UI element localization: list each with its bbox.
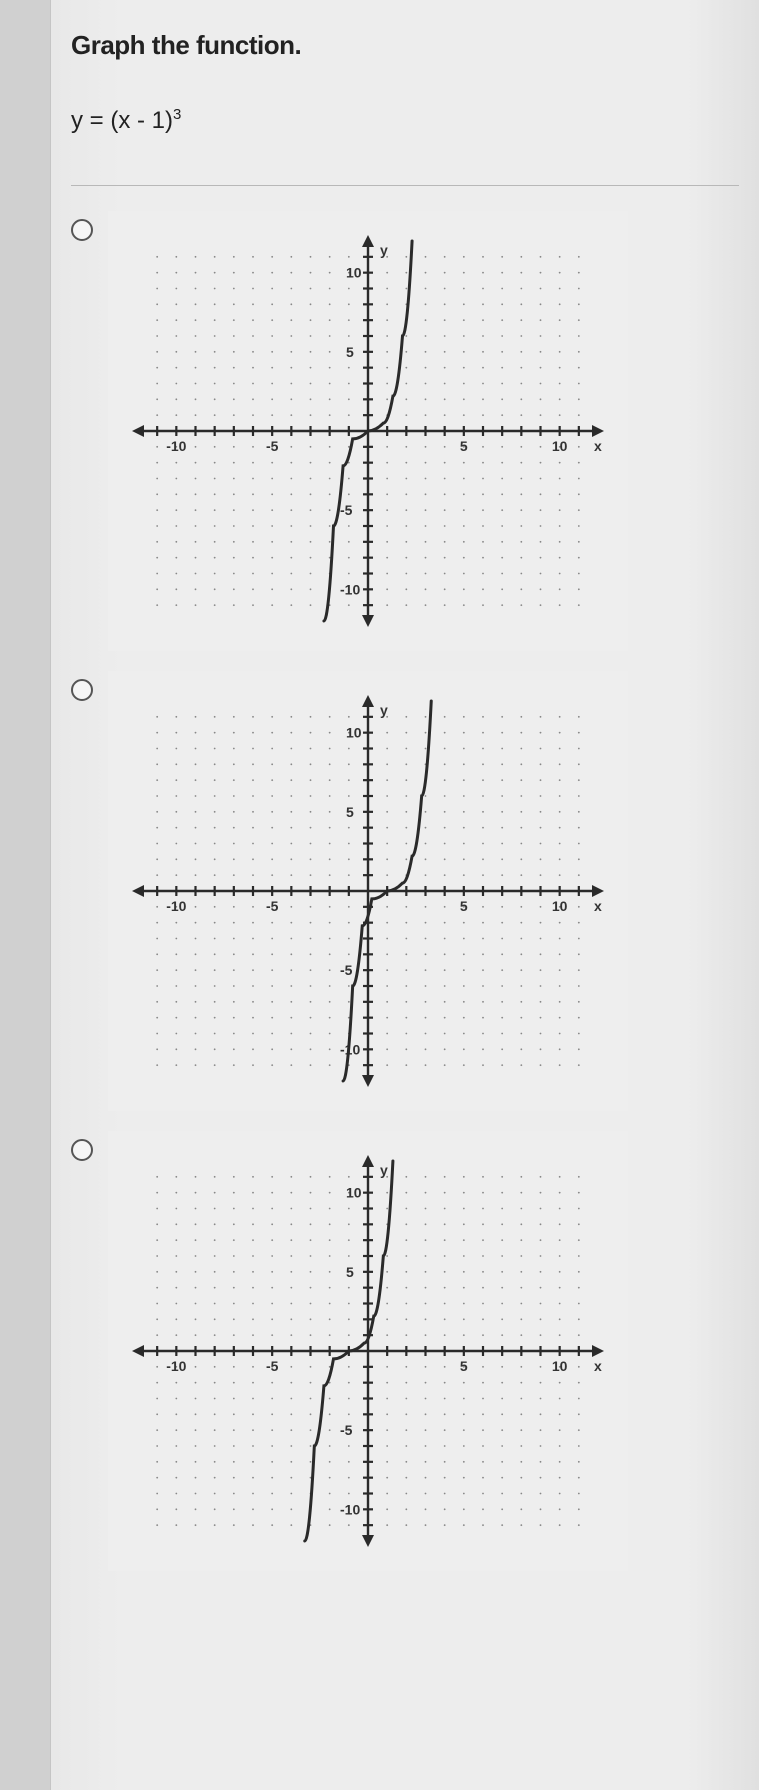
graph-a: -10 -5 5 10 -10 -5 5 10 y x [108,211,628,651]
graph-b: -10-5510-10-5510yx [108,671,628,1111]
svg-text:-10: -10 [340,1501,360,1517]
svg-text:5: 5 [346,344,354,360]
radio-b[interactable] [71,679,93,701]
radio-a[interactable] [71,219,93,241]
equation-exponent: 3 [173,106,181,123]
svg-text:10: 10 [346,265,362,281]
option-c[interactable]: -10 -5 5 10 -10 -5 5 10 y x [71,1131,739,1571]
svg-text:x: x [594,1358,602,1374]
svg-text:10: 10 [552,1358,568,1374]
svg-text:5: 5 [460,898,468,914]
divider [71,185,739,186]
graph-c: -10 -5 5 10 -10 -5 5 10 y x [108,1131,628,1571]
svg-text:-5: -5 [266,1358,279,1374]
option-b[interactable]: -10-5510-10-5510yx [71,671,739,1111]
svg-text:-5: -5 [266,438,279,454]
svg-text:-5: -5 [340,502,353,518]
svg-text:-5: -5 [266,898,279,914]
svg-text:5: 5 [346,804,354,820]
question-page: Graph the function. y = (x - 1)3 -10 -5 5 1… [50,0,759,1790]
svg-text:x: x [594,438,602,454]
svg-text:10: 10 [552,898,568,914]
svg-text:-10: -10 [166,438,186,454]
svg-text:10: 10 [346,725,362,741]
svg-text:-10: -10 [166,898,186,914]
svg-text:-10: -10 [166,1358,186,1374]
svg-text:y: y [380,1162,388,1178]
option-a[interactable]: -10 -5 5 10 -10 -5 5 10 y x [71,211,739,651]
svg-text:5: 5 [460,1358,468,1374]
svg-text:10: 10 [346,1185,362,1201]
radio-c[interactable] [71,1139,93,1161]
svg-text:5: 5 [460,438,468,454]
svg-text:x: x [594,898,602,914]
svg-text:y: y [380,242,388,258]
svg-text:-5: -5 [340,1422,353,1438]
svg-text:-5: -5 [340,962,353,978]
svg-text:10: 10 [552,438,568,454]
question-title: Graph the function. [71,30,739,61]
page-margin [0,0,50,1790]
equation-body: y = (x - 1) [71,107,173,134]
equation: y = (x - 1)3 [71,106,739,135]
svg-text:5: 5 [346,1264,354,1280]
svg-text:y: y [380,702,388,718]
svg-text:-10: -10 [340,581,360,597]
